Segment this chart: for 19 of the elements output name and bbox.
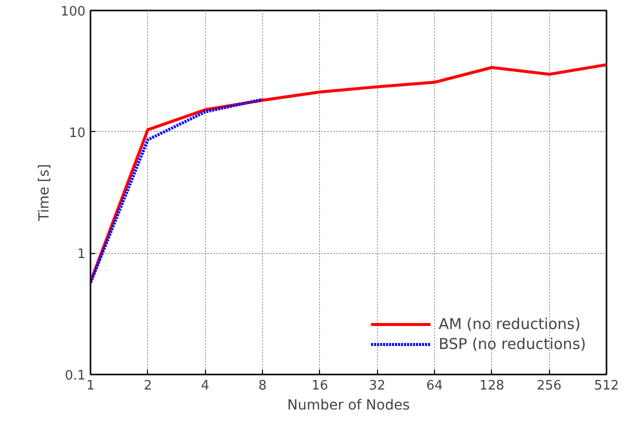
y-axis-title: Time [s] <box>36 164 53 222</box>
x-tick-label: 8 <box>258 378 267 394</box>
x-tick-label: 16 <box>312 378 328 394</box>
legend-label: AM (no reductions) <box>438 315 581 333</box>
legend-label: BSP (no reductions) <box>438 335 586 353</box>
x-axis-title: Number of Nodes <box>287 398 410 414</box>
x-tick-label: 2 <box>144 378 152 394</box>
x-tick-label: 256 <box>536 378 562 394</box>
x-tick-label: 64 <box>426 378 443 394</box>
x-tick-label: 128 <box>479 378 504 394</box>
x-tick-label: 512 <box>594 378 619 394</box>
y-tick-label: 10 <box>68 126 86 141</box>
line-series <box>90 98 264 284</box>
x-tick-label: 4 <box>201 378 210 394</box>
line-series <box>90 63 606 284</box>
y-tick-label: 0.1 <box>64 368 86 384</box>
y-tick-label: 100 <box>60 4 86 20</box>
x-tick-label: 32 <box>368 378 386 394</box>
y-tick-label: 1 <box>77 247 86 262</box>
